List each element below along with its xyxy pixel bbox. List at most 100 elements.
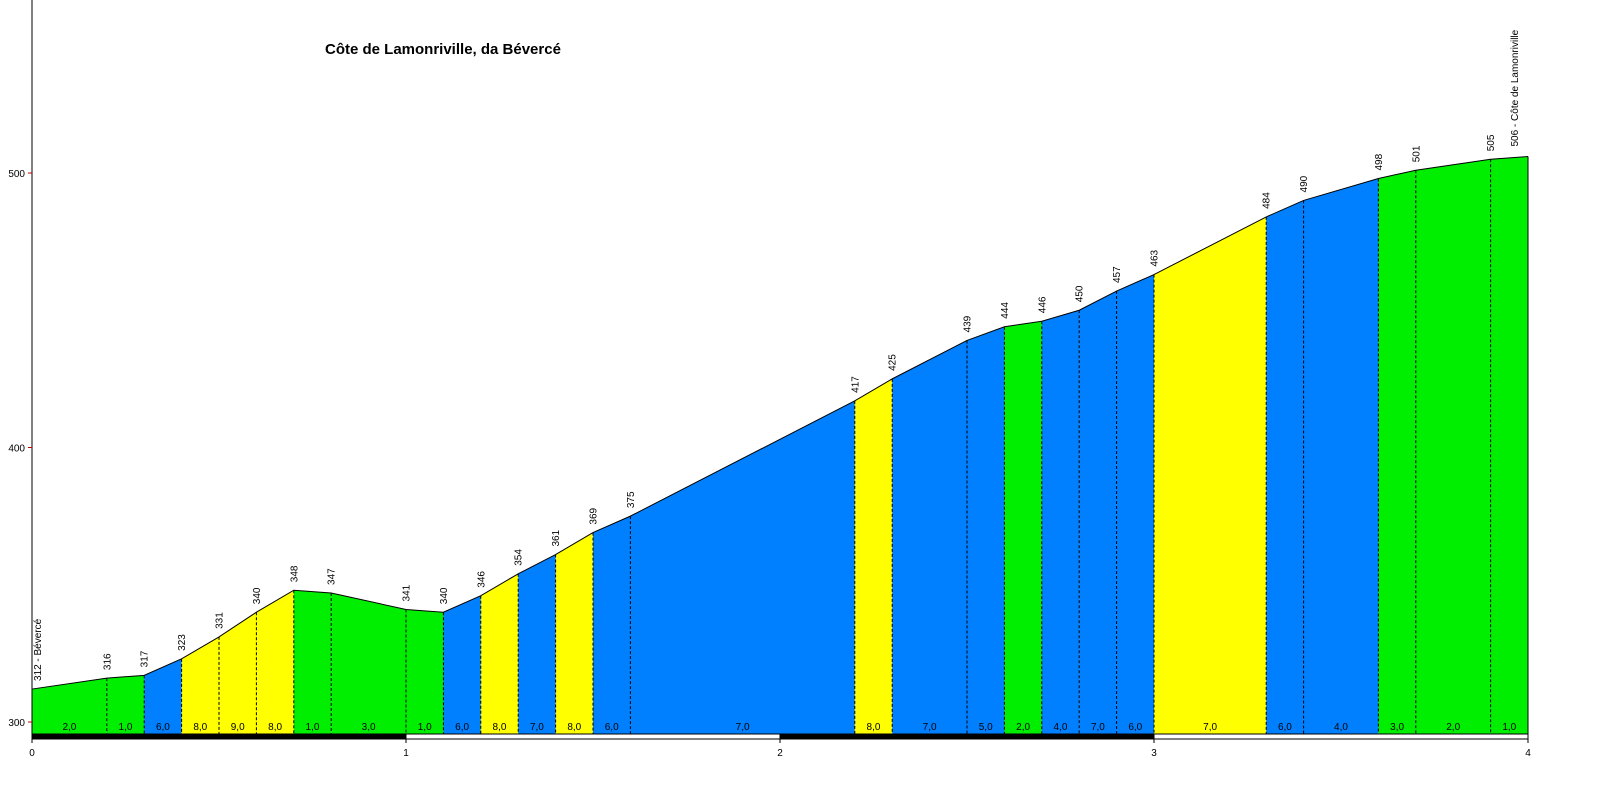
grade-segment (630, 400, 855, 734)
grade-label: 1,0 (119, 722, 133, 733)
grade-labels: 2,0 1,0 6,0 8,0 9,0 8,0 1,0 3,0 1,0 6,0 8,0 7,0 8,0 6… (62, 722, 1516, 733)
grade-segment (518, 554, 556, 734)
grade-segment (1378, 170, 1416, 734)
grade-label: 8,0 (493, 722, 507, 733)
y-tick-label: 300 (8, 718, 25, 729)
grade-label: 6,0 (605, 722, 619, 733)
grade-label: 8,0 (867, 722, 881, 733)
grade-label: 4,0 (1054, 722, 1068, 733)
grade-segment (892, 340, 967, 734)
elevation-label: 323 (177, 634, 188, 651)
elevation-label: 446 (1037, 296, 1048, 313)
elevation-label: 490 (1299, 175, 1310, 192)
grade-label: 6,0 (156, 722, 170, 733)
grade-segment (1415, 159, 1491, 734)
elevation-labels: 316 317 323 331 340 348 347 341 340 346 354 361 369 3… (33, 29, 1521, 681)
elevation-label: 375 (626, 491, 637, 508)
grade-label: 2,0 (62, 722, 76, 733)
grade-segments (32, 156, 1528, 735)
segment-divider-lines (106, 159, 1492, 734)
grade-label: 5,0 (979, 722, 993, 733)
distance-scale-block (405, 733, 781, 740)
grade-segment (967, 326, 1005, 734)
elevation-label: 425 (888, 354, 899, 371)
elevation-label: 450 (1075, 285, 1086, 302)
grade-segment (1303, 178, 1379, 735)
distance-scale-block (1153, 733, 1529, 740)
elevation-label: 317 (140, 650, 151, 667)
grade-label: 7,0 (923, 722, 937, 733)
elevation-label: 463 (1150, 249, 1161, 266)
grade-segment (1079, 291, 1117, 734)
grade-segment (406, 609, 444, 734)
grade-segment (1004, 321, 1042, 734)
grade-segment (32, 678, 107, 734)
elevation-label: 439 (963, 315, 974, 332)
elevation-label: 340 (252, 587, 263, 604)
grade-segment (106, 675, 145, 734)
grade-segment (331, 592, 406, 734)
grade-segment (219, 612, 257, 734)
elevation-label: 361 (551, 529, 562, 546)
elevation-label: 417 (850, 376, 861, 393)
grade-segment (256, 590, 294, 734)
grade-segment (293, 590, 332, 734)
x-tick-label: 2 (777, 748, 783, 759)
grade-label: 6,0 (1278, 722, 1292, 733)
grade-segment (443, 595, 481, 734)
grade-label: 1,0 (418, 722, 432, 733)
elevation-label: 484 (1262, 192, 1273, 209)
elevation-label: 354 (514, 549, 525, 566)
y-tick-label: 500 (8, 169, 25, 180)
elevation-label: 316 (102, 653, 113, 670)
grade-segment (854, 378, 893, 734)
grade-label: 6,0 (455, 722, 469, 733)
grade-label: 2,0 (1446, 722, 1460, 733)
elevation-label: 340 (439, 587, 450, 604)
grade-label: 6,0 (1128, 722, 1142, 733)
profile-outline (31, 156, 1529, 734)
x-tick-label: 3 (1151, 748, 1157, 759)
grade-label: 3,0 (1390, 722, 1404, 733)
elevation-label: 369 (589, 507, 600, 524)
chart-title: Côte de Lamonriville, da Bévercé (325, 41, 561, 58)
grade-segment (1041, 310, 1080, 734)
grade-segment (593, 516, 631, 734)
elevation-label: 331 (215, 612, 226, 629)
x-tick-label: 0 (29, 748, 35, 759)
profile-line (31, 156, 1529, 690)
grade-label: 7,0 (736, 722, 750, 733)
grade-segment (1116, 274, 1154, 734)
elevation-label: 346 (476, 571, 487, 588)
elevation-label: 341 (402, 584, 413, 601)
grade-segment (480, 573, 519, 734)
grade-label: 7,0 (1203, 722, 1217, 733)
start-label: 312 - Bévercé (33, 618, 44, 681)
elevation-label: 347 (327, 568, 338, 585)
elevation-label: 444 (1000, 302, 1011, 319)
grade-label: 1,0 (306, 722, 320, 733)
grade-label: 7,0 (530, 722, 544, 733)
grade-segment (1154, 216, 1267, 735)
grade-label: 3,0 (362, 722, 376, 733)
grade-segment (1266, 200, 1304, 734)
grade-label: 8,0 (193, 722, 207, 733)
grade-segment (144, 658, 182, 734)
grade-segment (181, 636, 219, 734)
grade-label: 8,0 (567, 722, 581, 733)
elevation-label: 501 (1411, 145, 1422, 162)
elevation-label: 505 (1486, 134, 1497, 151)
distance-scale-block (779, 733, 1155, 740)
x-tick-label: 4 (1525, 748, 1531, 759)
distance-scale-block (31, 733, 407, 740)
grade-segment (1490, 156, 1528, 734)
elevation-label: 498 (1374, 153, 1385, 170)
elevation-label: 348 (289, 565, 300, 582)
grade-label: 1,0 (1502, 722, 1516, 733)
x-tick-label: 1 (403, 748, 409, 759)
grade-segment (555, 532, 593, 734)
y-tick-label: 400 (8, 444, 25, 455)
grade-label: 4,0 (1334, 722, 1348, 733)
elevation-label: 457 (1112, 266, 1123, 283)
